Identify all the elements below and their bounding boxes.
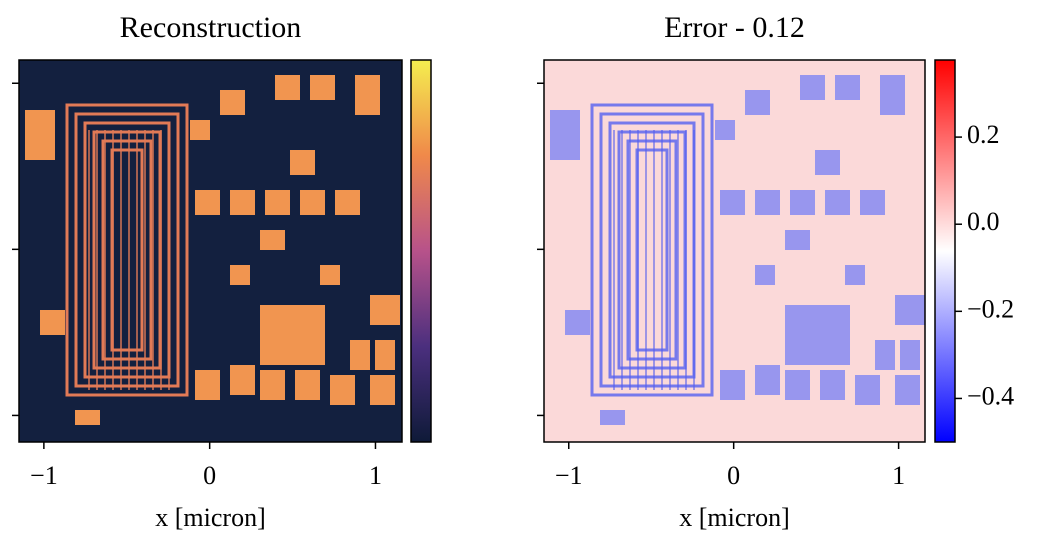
- heatmap-image: [19, 60, 402, 442]
- pad: [260, 370, 285, 400]
- pad: [310, 75, 335, 100]
- pad: [260, 305, 325, 365]
- pad: [720, 370, 745, 400]
- colorbar-tick-label: −0.2: [967, 294, 1014, 323]
- pad: [40, 310, 65, 335]
- colorbar-tick-label: 0.0: [967, 207, 1000, 236]
- pad: [895, 375, 920, 405]
- pad: [295, 370, 320, 400]
- pad: [290, 150, 315, 175]
- comb-trace: [626, 139, 678, 361]
- pad: [370, 295, 400, 325]
- pad: [835, 75, 860, 100]
- x-tick-label: −1: [555, 461, 583, 490]
- pad: [845, 265, 865, 285]
- pad: [335, 190, 360, 215]
- pad: [265, 190, 290, 215]
- x-tick-label: 0: [203, 461, 216, 490]
- comb-trace: [101, 139, 153, 361]
- pad: [755, 190, 780, 215]
- pad: [755, 265, 775, 285]
- pad: [230, 265, 250, 285]
- pad: [220, 90, 245, 115]
- pad: [825, 190, 850, 215]
- pad: [785, 305, 850, 365]
- pad: [565, 310, 590, 335]
- comb-trace: [599, 112, 705, 388]
- comb-trace: [74, 112, 180, 388]
- pad: [230, 365, 255, 395]
- pad: [720, 190, 745, 215]
- pad: [600, 410, 625, 425]
- x-tick-label: 1: [369, 461, 382, 490]
- pad: [370, 375, 395, 405]
- pad: [355, 75, 380, 115]
- pad: [25, 110, 55, 160]
- pad: [785, 230, 810, 250]
- pad: [715, 120, 735, 140]
- pad: [900, 340, 920, 370]
- pad: [790, 190, 815, 215]
- x-tick-label: 1: [892, 461, 905, 490]
- x-axis-label: x [micron]: [679, 503, 789, 532]
- colorbar-tick-label: −0.4: [967, 381, 1014, 410]
- pad: [745, 90, 770, 115]
- pad: [855, 375, 880, 405]
- pad: [320, 265, 340, 285]
- pad: [195, 190, 220, 215]
- pad: [375, 340, 395, 370]
- x-axis-label: x [micron]: [155, 503, 265, 532]
- comb-trace: [590, 103, 714, 397]
- pad: [880, 75, 905, 115]
- x-tick-label: 0: [727, 461, 740, 490]
- pad: [275, 75, 300, 100]
- pad: [875, 340, 895, 370]
- colorbar-tick-label: 0.2: [967, 120, 1000, 149]
- comb-trace: [65, 103, 189, 397]
- x-tick-label: −1: [30, 461, 58, 490]
- pad: [230, 190, 255, 215]
- pad: [260, 230, 285, 250]
- panel-title: Error - 0.12: [664, 11, 805, 44]
- pad: [75, 410, 100, 425]
- pad: [350, 340, 370, 370]
- pad: [195, 370, 220, 400]
- axes-frame: [543, 59, 926, 443]
- pad: [300, 190, 325, 215]
- pad: [815, 150, 840, 175]
- pad: [820, 370, 845, 400]
- pad: [190, 120, 210, 140]
- heatmap-image: [544, 60, 925, 442]
- colorbar: [410, 59, 432, 443]
- pad: [860, 190, 885, 215]
- pad: [800, 75, 825, 100]
- pad: [755, 365, 780, 395]
- axes-frame: [18, 59, 403, 443]
- pad: [550, 110, 580, 160]
- pad: [330, 375, 355, 405]
- pad: [895, 295, 925, 325]
- pad: [785, 370, 810, 400]
- panel-title: Reconstruction: [120, 11, 302, 44]
- colorbar: [934, 59, 956, 443]
